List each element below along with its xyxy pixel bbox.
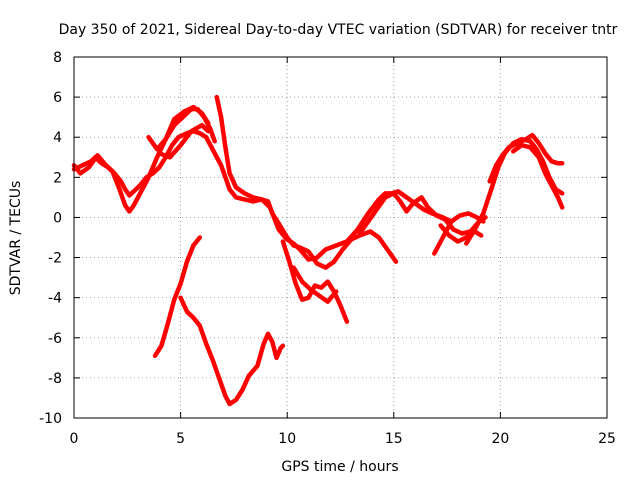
series-line-arc-j [357,191,488,236]
series-layer [71,94,565,407]
series-line-arc-i [178,295,286,407]
y-axis-label: SDTVAR / TECUs [8,181,24,296]
series-line-arc-o [510,142,565,210]
x-tick-label: 10 [278,431,296,447]
series-line-arc-h [152,235,203,359]
y-tick-label: 0 [53,210,62,226]
series-line-arc-c [146,104,211,152]
series-line-arc-b [71,106,217,214]
series-line-arc-f [280,239,350,324]
x-tick-label: 25 [598,431,616,447]
plot-frame [73,56,608,419]
series-line-arc-d [157,122,211,160]
x-tick-label: 5 [176,431,185,447]
grid [74,57,607,418]
y-tick-label: 8 [53,50,62,66]
y-tick-label: -4 [48,291,62,307]
x-tick-label: 20 [491,431,509,447]
y-tick-label: 4 [53,130,62,146]
y-tick-label: -10 [39,411,62,427]
series-line-arc-n [487,132,565,184]
y-tick-label: -2 [48,251,62,267]
y-tick-label: 2 [53,170,62,186]
y-tick-label: -8 [48,371,62,387]
x-tick-label: 15 [385,431,403,447]
x-tick-label: 0 [70,431,79,447]
y-tick-label: 6 [53,90,62,106]
series-line-arc-k [432,211,486,256]
tick-layer: 0 5 10 15 20 25 -10 -8 -6 -4 -2 0 2 4 6 8 [39,50,616,447]
series-line-arc-g [291,265,339,304]
x-axis-label: GPS time / hours [281,459,398,475]
chart-title: Day 350 of 2021, Sidereal Day-to-day VTE… [59,22,618,38]
series-line-arc-a [71,128,454,262]
series-line-arc-l [438,223,484,244]
series-line-arc-e [214,94,399,270]
y-tick-label: -6 [48,331,62,347]
